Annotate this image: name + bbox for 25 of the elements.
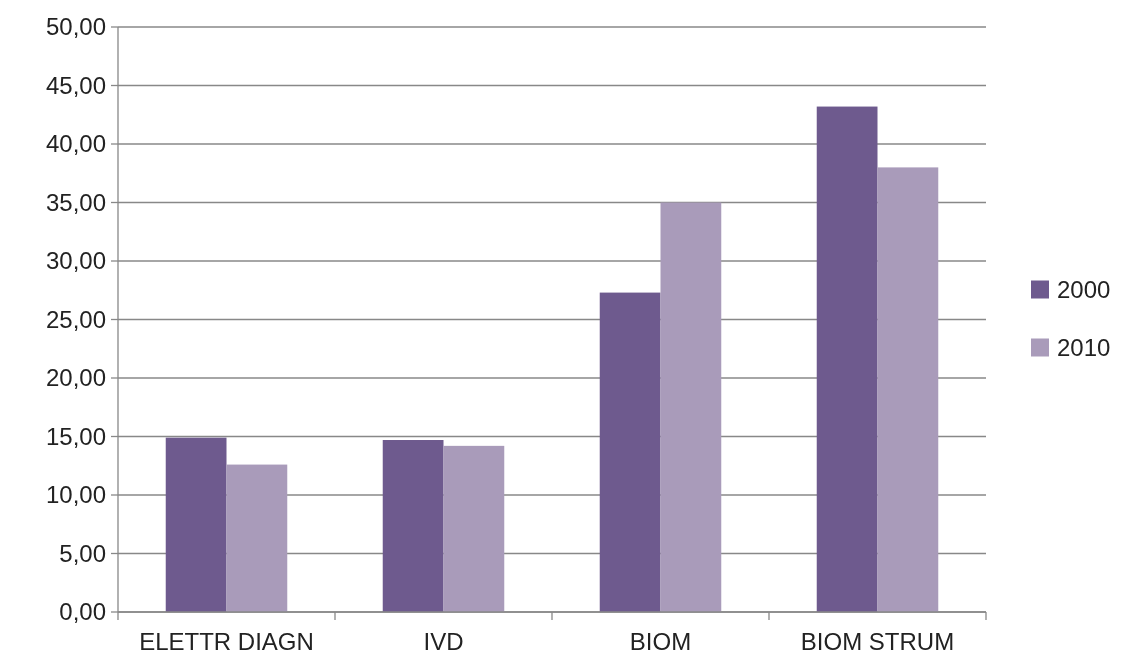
y-tick-label: 10,00 [45,481,106,509]
y-tick-label: 5,00 [59,539,106,567]
bar [816,106,878,612]
x-tick-label: BIOM [629,628,692,655]
bar [877,167,939,612]
legend-label: 2010 [1057,333,1111,361]
y-tick-label: 35,00 [45,188,106,216]
y-tick-label: 45,00 [45,71,106,99]
x-tick-label: BIOM STRUM [800,628,955,655]
y-tick-label: 15,00 [45,422,106,450]
bar [443,445,505,612]
y-tick-label: 30,00 [45,247,106,275]
bar [660,202,722,612]
y-tick-label: 25,00 [45,305,106,333]
x-tick-label: ELETTR DIAGN [139,628,314,655]
y-tick-label: 40,00 [45,130,106,158]
bar [382,440,444,612]
bar [226,464,288,612]
bar [165,437,227,612]
y-tick-label: 50,00 [45,13,106,41]
x-tick-label: IVD [423,628,464,655]
legend-label: 2000 [1057,275,1111,303]
bar [599,292,661,612]
y-tick-label: 0,00 [59,598,106,626]
y-tick-label: 20,00 [45,364,106,392]
